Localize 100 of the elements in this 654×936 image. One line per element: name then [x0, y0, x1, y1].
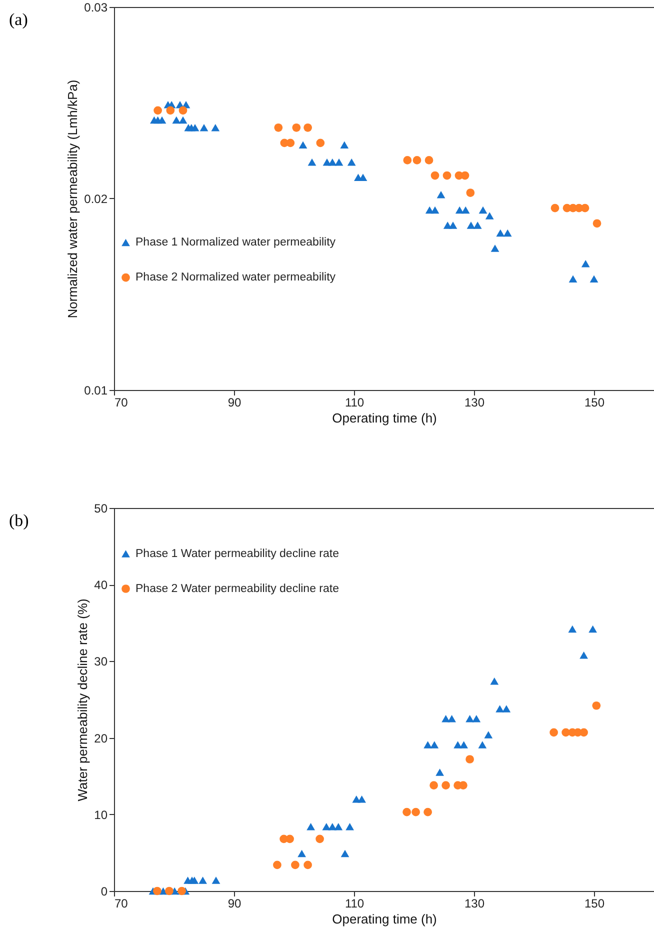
point — [158, 116, 166, 124]
point — [448, 222, 458, 229]
point — [200, 124, 208, 132]
point — [490, 677, 499, 685]
legend-label: Phase 2 Normalized water permeability — [136, 272, 336, 284]
x-axis-title: Operating time (h) — [332, 912, 437, 926]
point — [473, 222, 482, 229]
y-tick-label: 20 — [94, 731, 108, 746]
point — [340, 141, 349, 149]
point — [298, 850, 306, 858]
point — [334, 823, 343, 830]
point — [273, 860, 282, 870]
point — [478, 741, 487, 748]
x-tick-label: 150 — [584, 396, 605, 410]
point — [402, 808, 411, 816]
y-tick-label: 0 — [100, 884, 108, 898]
point — [347, 158, 356, 166]
point — [190, 876, 199, 884]
x-tick-label: 70 — [114, 896, 128, 910]
point — [442, 715, 450, 722]
point — [178, 116, 188, 124]
point — [502, 705, 511, 712]
x-tick-label: 130 — [464, 896, 485, 910]
point — [478, 206, 488, 214]
point — [592, 219, 602, 228]
point — [340, 850, 350, 858]
legend-label: Phase 2 Water permeability decline rate — [136, 582, 339, 595]
point — [211, 124, 220, 132]
point — [424, 156, 434, 164]
point — [154, 106, 162, 115]
point — [485, 212, 494, 220]
point — [466, 755, 474, 764]
y-tick-label: 30 — [94, 654, 108, 669]
point — [503, 229, 512, 237]
point — [588, 625, 597, 633]
point — [580, 728, 588, 737]
y-tick-label: 10 — [94, 808, 108, 822]
x-tick-label: 150 — [584, 896, 605, 910]
point — [496, 229, 505, 237]
y-tick-label: 0.03 — [84, 0, 108, 14]
point — [346, 823, 354, 830]
point — [424, 808, 432, 816]
point — [424, 741, 432, 748]
point — [286, 834, 294, 844]
point — [550, 728, 558, 737]
point — [436, 768, 444, 776]
point — [316, 834, 324, 844]
point — [581, 260, 590, 268]
point — [490, 244, 500, 252]
point — [334, 158, 344, 166]
point — [316, 138, 325, 148]
y-axis-title: Water permeability decline rate (%) — [75, 598, 90, 802]
y-tick-label: 50 — [94, 502, 108, 516]
x-tick-label: 110 — [344, 896, 364, 910]
point — [198, 876, 207, 884]
point — [448, 715, 456, 722]
point — [178, 106, 188, 115]
point — [358, 795, 366, 803]
point — [172, 116, 181, 124]
point — [430, 171, 440, 180]
point — [550, 204, 560, 212]
point — [166, 106, 175, 115]
point — [212, 876, 220, 884]
point — [190, 124, 200, 132]
point — [306, 823, 315, 830]
point — [274, 123, 283, 132]
point — [291, 860, 300, 870]
point — [436, 191, 446, 198]
chart-title: (b) — [9, 511, 29, 530]
chart-title: (a) — [9, 10, 28, 29]
point — [472, 715, 481, 722]
point — [328, 158, 337, 166]
y-axis-title: Normalized water permeability (Lmh/kPa) — [65, 80, 80, 318]
point — [484, 731, 493, 738]
y-tick-label: 0.02 — [84, 192, 108, 206]
point — [322, 823, 331, 830]
x-tick-label: 70 — [114, 396, 128, 410]
point — [460, 741, 468, 748]
point — [304, 860, 312, 870]
point — [466, 222, 476, 229]
point — [590, 275, 598, 283]
point — [430, 781, 438, 790]
point — [580, 651, 588, 659]
legend-label: Phase 1 Water permeability decline rate — [136, 548, 339, 560]
point — [568, 275, 578, 283]
point — [455, 206, 464, 214]
point — [403, 156, 412, 164]
point — [442, 171, 452, 180]
point — [466, 188, 475, 197]
point — [292, 123, 301, 132]
point — [592, 701, 601, 710]
point — [496, 705, 504, 712]
point — [308, 158, 316, 166]
x-tick-label: 130 — [464, 396, 485, 410]
x-tick-label: 90 — [228, 396, 242, 410]
point — [461, 206, 470, 214]
point — [442, 781, 450, 790]
legend-label: Phase 1 Normalized water permeability — [136, 236, 336, 249]
x-tick-label: 90 — [228, 896, 242, 910]
point — [568, 625, 577, 633]
